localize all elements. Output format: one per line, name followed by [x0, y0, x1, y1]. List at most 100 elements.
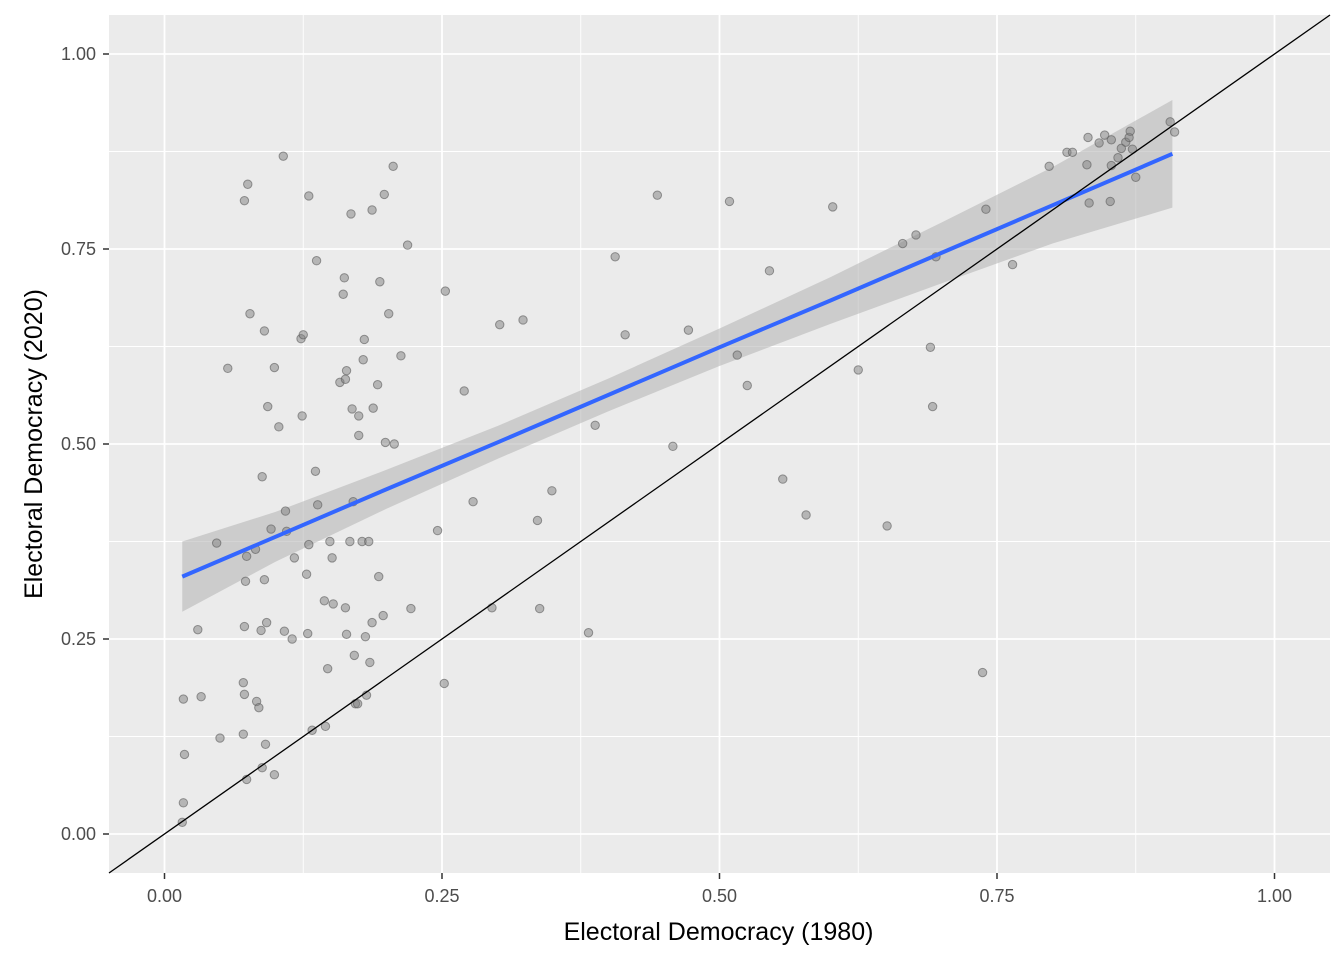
data-point	[683, 325, 694, 335]
data-point	[193, 624, 203, 635]
x-axis-title: Electoral Democracy (1980)	[564, 918, 874, 946]
data-point	[358, 355, 368, 365]
data-point	[261, 617, 272, 628]
data-point	[340, 603, 351, 613]
data-point	[256, 625, 266, 636]
data-point	[238, 677, 249, 688]
x-tick-label: 0.50	[702, 886, 737, 906]
data-point	[534, 603, 545, 614]
data-point	[239, 689, 250, 700]
data-point	[263, 401, 273, 412]
data-point	[254, 702, 264, 713]
data-point	[1116, 143, 1127, 154]
data-point	[297, 411, 307, 421]
data-point	[354, 430, 364, 441]
data-point	[778, 474, 788, 484]
data-point	[349, 650, 360, 661]
data-point	[388, 161, 398, 172]
x-axis-ticks: 0.00 0.25 0.50 0.75 1.00	[147, 873, 1292, 906]
data-point	[280, 506, 291, 516]
y-tick-label: 0.00	[61, 824, 96, 844]
data-point	[243, 179, 253, 189]
data-point	[439, 678, 449, 689]
x-tick-label: 1.00	[1257, 886, 1292, 906]
data-point	[468, 497, 478, 507]
data-point	[239, 621, 250, 632]
data-point	[1083, 132, 1093, 143]
data-point	[179, 749, 190, 760]
data-point	[487, 603, 497, 613]
data-point	[279, 626, 290, 636]
data-point	[911, 230, 921, 240]
data-point	[368, 403, 378, 413]
x-tick-label: 0.25	[424, 886, 459, 906]
data-point	[1007, 259, 1018, 270]
data-point	[178, 798, 189, 808]
fit-line	[181, 152, 1174, 579]
data-point	[327, 553, 337, 563]
data-point	[384, 309, 394, 319]
data-point	[298, 330, 308, 340]
y-axis-ticks: 0.00 0.25 0.50 0.75 1.00	[61, 44, 109, 844]
data-point	[925, 342, 936, 352]
data-point	[211, 538, 222, 548]
data-point	[328, 599, 338, 609]
data-point	[590, 420, 600, 430]
data-point	[311, 256, 322, 266]
data-point	[340, 374, 351, 384]
data-point	[1067, 147, 1078, 157]
y-axis-title: Electoral Democracy (2020)	[20, 289, 48, 599]
data-point	[374, 571, 384, 582]
data-point	[432, 525, 443, 536]
data-point	[897, 238, 908, 249]
data-point	[981, 204, 991, 214]
data-point	[178, 694, 189, 704]
data-point	[301, 569, 312, 579]
data-point	[367, 205, 377, 215]
data-point	[1113, 153, 1123, 163]
data-point	[583, 628, 594, 638]
data-point	[352, 699, 363, 709]
data-point	[372, 380, 383, 390]
data-point	[364, 536, 374, 547]
data-point	[724, 196, 735, 207]
data-point	[341, 365, 352, 376]
data-point	[375, 277, 385, 287]
data-point	[459, 386, 469, 396]
data-point	[1084, 198, 1094, 208]
data-point	[266, 524, 276, 534]
data-point	[345, 536, 355, 547]
data-point	[1106, 135, 1117, 145]
data-point	[278, 151, 288, 161]
data-point	[319, 596, 330, 606]
data-point	[927, 401, 938, 412]
data-point	[396, 351, 406, 361]
data-point	[495, 319, 505, 330]
data-point	[1094, 138, 1104, 148]
data-point	[338, 289, 348, 299]
data-point	[1099, 130, 1110, 140]
data-point	[354, 411, 364, 421]
data-point	[389, 439, 399, 449]
data-point	[367, 617, 377, 628]
data-point	[304, 191, 314, 201]
data-point	[1082, 160, 1092, 170]
data-point	[652, 190, 663, 200]
data-point	[828, 202, 838, 212]
data-point	[378, 610, 388, 621]
data-point	[339, 273, 350, 283]
data-point	[302, 628, 313, 639]
data-point	[360, 631, 371, 642]
data-point	[341, 629, 352, 640]
data-point	[240, 576, 251, 586]
data-point	[882, 521, 892, 531]
data-point	[406, 603, 416, 614]
data-point	[518, 315, 528, 325]
data-point	[322, 663, 333, 674]
data-point	[801, 510, 811, 520]
data-point	[320, 721, 331, 732]
data-point	[532, 515, 543, 526]
x-tick-label: 0.75	[979, 886, 1014, 906]
data-point	[347, 404, 357, 414]
